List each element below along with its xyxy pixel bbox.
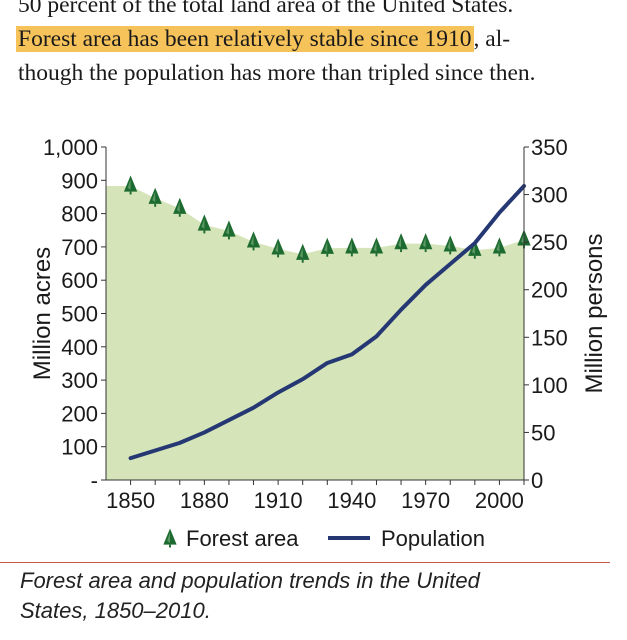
left-tick-label-700: 700 [61,235,98,260]
forest-point-1920-highlight [299,247,303,258]
forest-point-1980 [443,235,457,255]
x-tick-label-1940: 1940 [327,488,376,513]
forest-point-1920-trunk [301,259,304,263]
forest-point-1880-highlight [201,218,205,229]
highlighted-sentence: Forest area has been relatively stable s… [16,26,474,52]
figure-caption: Forest area and population trends in the… [20,566,580,626]
right-axis-title: Million persons [581,233,608,393]
left-tick-label-600: 600 [61,268,98,293]
forest-point-1960 [394,233,408,253]
forest-point-1850 [123,175,138,195]
forest-point-1870 [173,197,187,217]
legend-population-label: Population [381,526,485,551]
right-tick-label-50: 50 [531,420,555,445]
body-text: 50 percent of the total land area of the… [16,0,618,90]
forest-point-1900-trunk [252,247,255,251]
forest-point-2000-highlight [496,241,500,252]
x-tick-label-2000: 2000 [475,488,524,513]
right-tick-label-300: 300 [531,183,568,208]
forest-point-1930-highlight [324,241,328,252]
left-axis-title: Million acres [29,247,56,380]
forest-point-1910-trunk [277,254,280,258]
left-tick-label-200: 200 [61,401,98,426]
left-tick-label-500: 500 [61,302,98,327]
forest-point-1890-trunk [227,236,230,240]
forest-point-1870-trunk [178,213,181,217]
axes: - 100 200 300 400 500 600 700 800 900 1,000 0 50 100 1… [29,135,608,513]
caption-line-2: States, 1850–2010. [20,598,211,623]
legend-forest-label: Forest area [186,526,299,551]
forest-point-1910-highlight [275,242,279,253]
forest-point-1980-trunk [449,251,452,255]
left-tick-label-400: 400 [61,335,98,360]
forest-point-1860 [148,187,162,207]
legend-forest-icon-trunk [169,544,171,548]
right-tick-label-200: 200 [531,278,568,303]
forest-point-1940 [345,237,359,257]
forest-point-2010-highlight [521,233,524,244]
x-tick-label-1850: 1850 [106,488,155,513]
left-tick-label-1000: 1,000 [43,135,98,160]
left-tick-label-900: 900 [61,168,98,193]
forest-point-1970 [418,233,433,253]
right-tick-label-0: 0 [531,468,543,493]
forest-point-1890 [222,220,236,240]
text-line-2: though the population has more than trip… [18,60,536,86]
left-tick-label-100: 100 [61,435,98,460]
forest-point-2000 [492,237,507,257]
x-tick-label-1910: 1910 [254,488,303,513]
forest-point-1860-trunk [154,203,157,207]
forest-point-1950 [369,237,384,257]
forest-point-1930 [320,237,334,257]
caption-divider [0,562,610,563]
forest-point-2000-trunk [498,253,501,257]
right-tick-label-150: 150 [531,325,568,350]
forest-point-1870-highlight [176,201,180,213]
forest-point-1910 [271,238,285,258]
forest-point-1880 [197,214,212,234]
right-tick-label-250: 250 [531,230,568,255]
forest-point-1960-highlight [398,236,402,248]
forest-point-1990-canopy [468,239,482,256]
x-tick-label-1880: 1880 [180,488,229,513]
forest-point-1970-trunk [424,249,427,253]
right-tick-label-100: 100 [531,373,568,398]
forest-point-1980-highlight [447,239,451,250]
forest-point-1850-trunk [129,191,132,195]
forest-point-1920 [296,243,310,263]
forest-point-1940-highlight [349,241,352,252]
left-tick-label-0: - [91,468,98,493]
forest-area-fill [106,185,524,480]
plot-area [106,175,531,480]
forest-point-1890-highlight [226,224,229,235]
forest-point-1860-canopy [148,187,162,204]
left-tick-label-800: 800 [61,202,98,227]
legend-forest-icon [163,528,177,548]
caption-line-1: Forest area and population trends in the… [20,568,480,593]
left-tick-label-300: 300 [61,368,98,393]
forest-point-1860-highlight [152,191,156,203]
forest-point-1930-trunk [326,253,329,257]
right-tick-label-350: 350 [531,135,568,160]
text-line-1: Forest area has been relatively stable s… [16,22,618,56]
forest-point-1850-highlight [127,179,131,190]
forest-point-1940-trunk [350,253,353,257]
forest-point-1950-trunk [375,253,378,257]
forest-point-1880-trunk [203,230,206,234]
forest-point-1950-highlight [373,241,377,252]
legend: Forest area Population [163,526,485,551]
forest-point-1900-highlight [250,235,254,246]
text-line-1-rest: , al- [473,26,511,52]
forest-point-1970-highlight [422,236,426,248]
forest-point-1900 [246,231,261,251]
x-tick-label-1970: 1970 [401,488,450,513]
forest-point-1990-trunk [473,255,476,259]
text-line-0: 50 percent of the total land area of the… [18,0,514,18]
forest-point-1960-trunk [400,249,403,253]
legend-forest-icon-highlight [167,532,170,543]
forest-population-chart: - 100 200 300 400 500 600 700 800 900 1,000 0 50 100 1… [29,135,608,551]
